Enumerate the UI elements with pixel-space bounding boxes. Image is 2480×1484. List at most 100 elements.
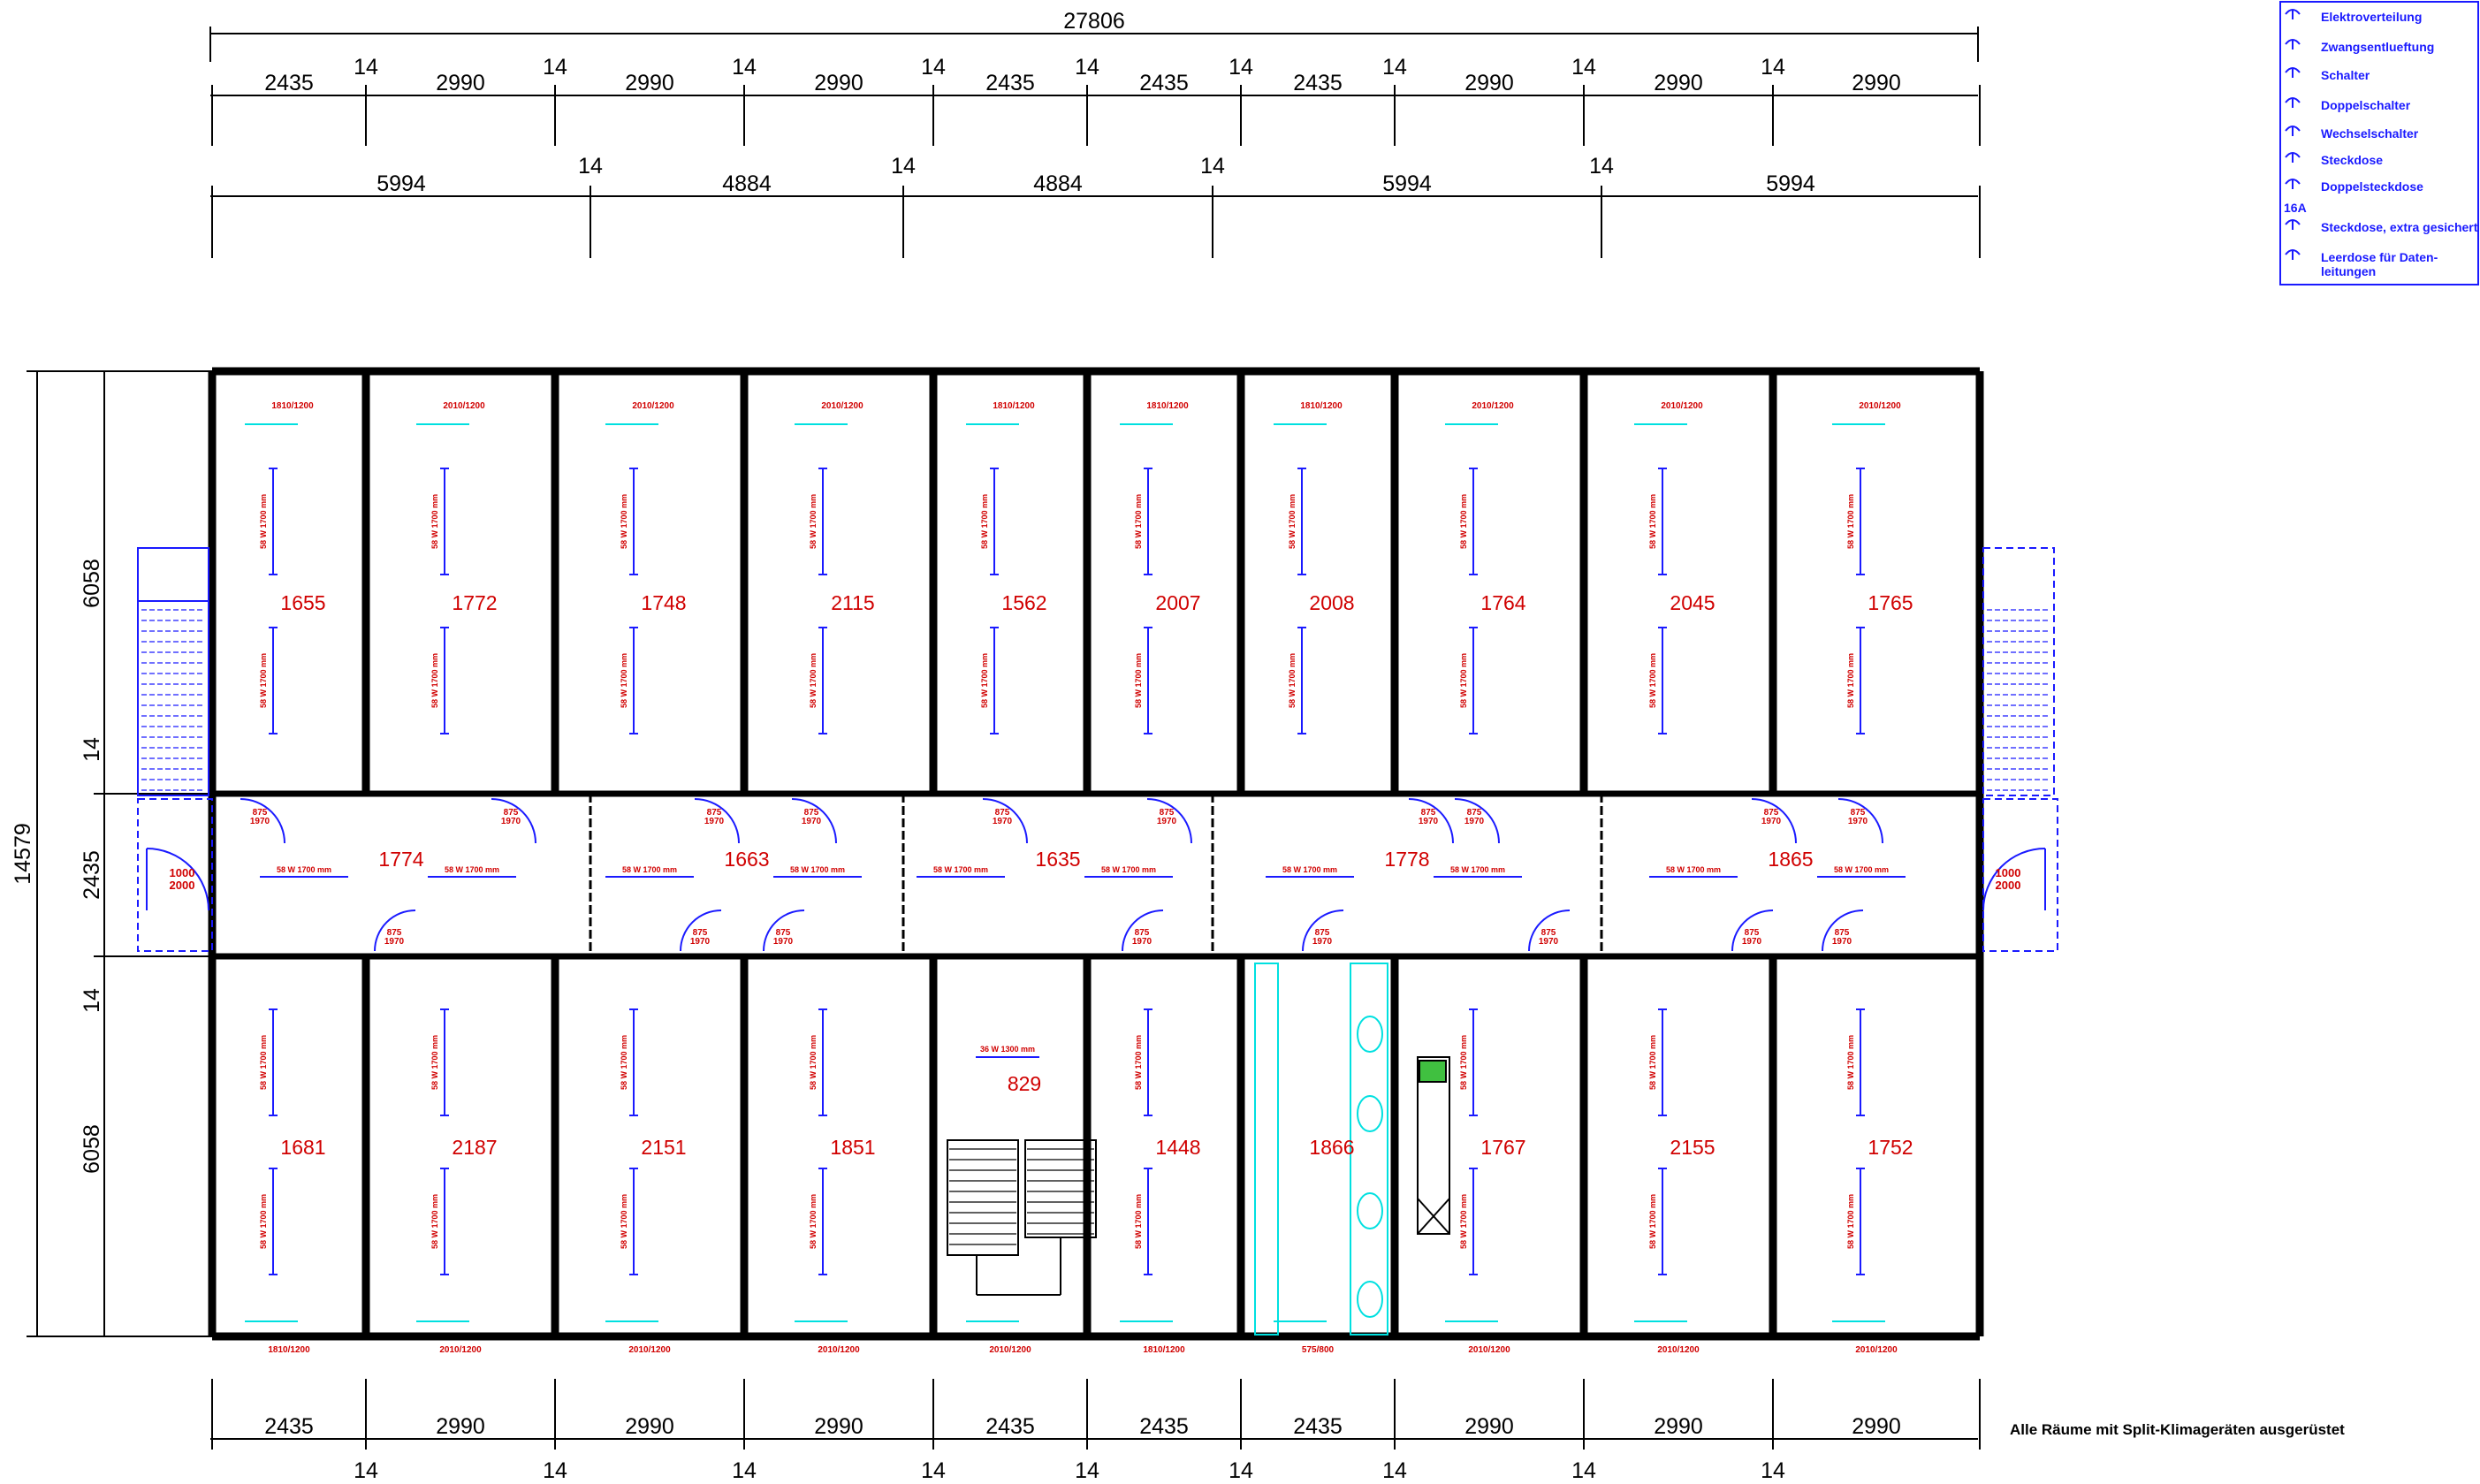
room-number: 2155 (1670, 1136, 1715, 1159)
svg-text:875: 875 (253, 808, 268, 818)
lamp-label: 58 W 1700 mm (1648, 1194, 1657, 1249)
room-number: 2008 (1309, 591, 1354, 614)
svg-text:875: 875 (387, 928, 402, 938)
gap-label: 14 (1571, 55, 1596, 80)
svg-text:875: 875 (1835, 928, 1850, 938)
height-label: 6058 (80, 1124, 104, 1174)
window-label: 1810/1200 (993, 401, 1035, 411)
bay-width-label: 2435 (985, 71, 1035, 95)
room-bottom-1767: 1767 58 W 1700 mm 58 W 1700 mm 2010/1200 (1445, 1008, 1526, 1355)
window-label: 1810/1200 (1146, 401, 1189, 411)
bay-width-label: 2435 (1293, 1414, 1343, 1439)
lamp-label: 58 W 1700 mm (1846, 494, 1855, 549)
gap-label: 14 (921, 1458, 946, 1483)
svg-text:1970: 1970 (773, 937, 794, 947)
room-top-1764: 1764 58 W 1700 mm 58 W 1700 mm 2010/1200 (1445, 401, 1526, 734)
section-width-label: 5994 (377, 171, 426, 196)
gap-label: 14 (921, 55, 946, 80)
note-split-ac: Alle Räume mit Split-Klimageräten ausger… (2010, 1421, 2345, 1438)
bay-width-label: 2990 (814, 1414, 863, 1439)
svg-text:875: 875 (693, 928, 708, 938)
gap-label: 14 (732, 55, 757, 80)
gap-label: 14 (1200, 154, 1225, 179)
svg-text:875: 875 (1764, 808, 1779, 818)
svg-text:1970: 1970 (993, 817, 1013, 826)
room-bottom-2151: 2151 58 W 1700 mm 58 W 1700 mm 2010/1200 (605, 1008, 687, 1355)
window-label: 2010/1200 (439, 1345, 482, 1355)
lamp-label: 58 W 1700 mm (1134, 1194, 1143, 1249)
room-number: 1663 (724, 848, 769, 871)
section-width-label: 5994 (1382, 171, 1432, 196)
distribution-icon (2285, 9, 2301, 19)
lamp-label: 58 W 1700 mm (1459, 1194, 1468, 1249)
gap-label: 14 (1589, 154, 1614, 179)
window-label: 2010/1200 (1859, 401, 1901, 411)
lamp-label: 58 W 1700 mm (1666, 865, 1721, 874)
socket-icon (2285, 152, 2301, 163)
gap-label: 14 (1229, 1458, 1253, 1483)
lamp-label: 58 W 1700 mm (1648, 494, 1657, 549)
svg-text:1970: 1970 (1742, 937, 1762, 947)
lamp-label: 58 W 1700 mm (1648, 1035, 1657, 1090)
lamp-label: 58 W 1700 mm (1459, 653, 1468, 708)
svg-text:875: 875 (804, 808, 819, 818)
room-partitions (361, 371, 1777, 1336)
svg-text:1970: 1970 (1312, 937, 1333, 947)
room-number: 1635 (1035, 848, 1080, 871)
room-bottom-1448: 1448 58 W 1700 mm 58 W 1700 mm 1810/1200 (1120, 1008, 1201, 1355)
lamp-label: 58 W 1700 mm (622, 865, 677, 874)
exit-door-left: 1000 2000 (170, 866, 195, 892)
window-label: 575/800 (1302, 1345, 1335, 1355)
bay-width-label: 2990 (625, 71, 674, 95)
svg-text:875: 875 (1541, 928, 1556, 938)
svg-text:1000: 1000 (1996, 866, 2021, 879)
stair-treads (141, 609, 2050, 1245)
lamp-label: 58 W 1700 mm (259, 1194, 268, 1249)
gap-label: 14 (1382, 55, 1407, 80)
window-label: 2010/1200 (1661, 401, 1703, 411)
lamp-label: 58 W 1700 mm (1101, 865, 1156, 874)
lamp-label: 58 W 1700 mm (809, 1035, 818, 1090)
bay-width-label: 2990 (1852, 1414, 1901, 1439)
room-bottom-829: 829 2010/1200 (966, 1072, 1041, 1355)
svg-text:1970: 1970 (501, 817, 521, 826)
building-walls (208, 367, 1984, 1341)
dimension-bottom: 2435 2990 2990 2990 2435 2435 2435 2990 2990 2990… (210, 1379, 1981, 1483)
lamp-label: 58 W 1700 mm (620, 494, 628, 549)
height-overall-label: 14579 (11, 823, 35, 885)
dimension-row-1: 2435 2990 2990 2990 2435 2435 2435 2990 2990 2990… (210, 55, 1981, 146)
window-label: 2010/1200 (1657, 1345, 1700, 1355)
room-bottom-1866: 1866 575/800 (1274, 1136, 1355, 1355)
room-number: 2187 (452, 1136, 497, 1159)
room-number: 1655 (280, 591, 325, 614)
room-top-1748: 1748 58 W 1700 mm 58 W 1700 mm 2010/1200 (605, 401, 687, 734)
legend-label: Elektroverteilung (2321, 10, 2422, 24)
svg-text:875: 875 (1745, 928, 1760, 938)
lamp-label: 58 W 1700 mm (1288, 653, 1297, 708)
room-number: 1448 (1155, 1136, 1200, 1159)
lamp-label: 58 W 1700 mm (259, 653, 268, 708)
svg-text:leitungen: leitungen (2321, 264, 2376, 278)
svg-text:875: 875 (1135, 928, 1150, 938)
window-label: 1810/1200 (268, 1345, 310, 1355)
gap-label: 14 (1761, 55, 1785, 80)
stair-right (1982, 547, 2058, 952)
window-label: 2010/1200 (1472, 401, 1514, 411)
dimension-top-overall: 27806 (209, 9, 1979, 62)
sanitary-area (1254, 963, 1388, 1336)
corridor-1635: 1635 58 W 1700 mm 58 W 1700 mm (917, 848, 1173, 878)
lamp-label: 58 W 1700 mm (259, 494, 268, 549)
lamp-label: 58 W 1700 mm (809, 653, 818, 708)
